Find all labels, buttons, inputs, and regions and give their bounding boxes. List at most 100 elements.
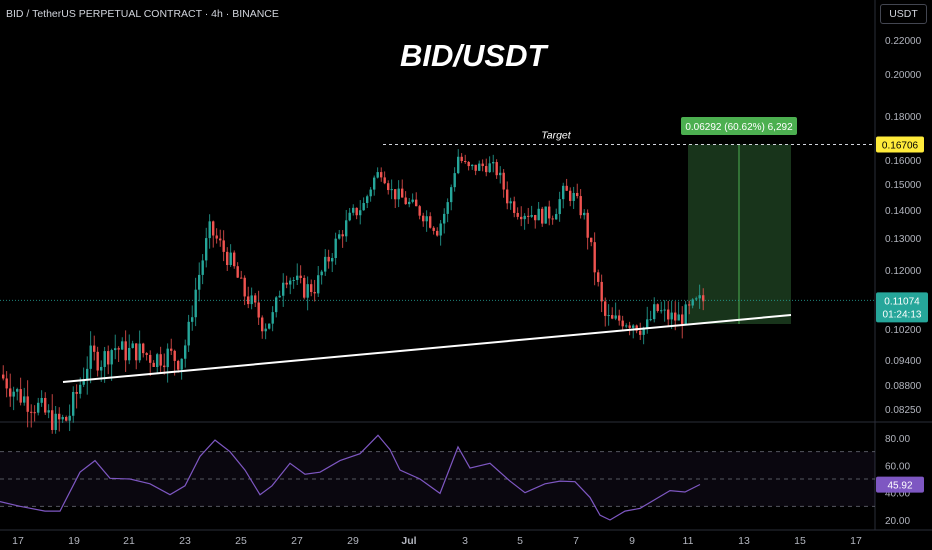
time-tick: 7 — [573, 535, 579, 547]
rsi-line — [0, 434, 701, 521]
candle-body — [93, 345, 96, 352]
candle-body — [380, 172, 383, 178]
candle-body — [33, 412, 36, 414]
last-price-text: 0.11074 — [884, 296, 920, 307]
candle-body — [296, 275, 299, 280]
candle-body — [411, 199, 414, 202]
candle-body — [681, 314, 684, 325]
candlestick-series — [2, 149, 705, 434]
candle-body — [278, 295, 281, 298]
candle-body — [348, 212, 351, 221]
candle-body — [460, 156, 463, 162]
price-tick: 0.16000 — [885, 156, 922, 167]
candle-body — [506, 189, 509, 204]
candle-body — [282, 282, 285, 296]
candle-body — [562, 185, 565, 200]
candle-body — [355, 207, 358, 216]
candle-body — [359, 210, 362, 216]
candle-body — [117, 348, 120, 350]
target-label: Target — [541, 129, 571, 141]
candle-body — [649, 319, 652, 321]
rsi-tick: 40.00 — [885, 489, 910, 500]
target-price-text: 0.16706 — [882, 140, 919, 151]
candle-body — [565, 185, 568, 191]
candle-body — [621, 320, 624, 327]
candle-body — [611, 315, 614, 319]
candle-body — [327, 256, 330, 262]
candle-body — [688, 304, 691, 306]
candle-body — [257, 302, 260, 318]
support-trendline — [62, 314, 792, 383]
candle-body — [639, 330, 642, 335]
candle-body — [100, 366, 103, 371]
candle-body — [390, 189, 393, 191]
candle-body — [527, 215, 530, 217]
candle-body — [366, 196, 369, 204]
candle-body — [362, 203, 365, 211]
candle-body — [618, 315, 621, 321]
candle-body — [275, 297, 278, 313]
candle-body — [212, 221, 215, 236]
candle-body — [401, 188, 404, 198]
candle-body — [107, 351, 110, 365]
candle-body — [656, 304, 659, 311]
measure-label: 0.06292 (60.62%) 6,292 — [685, 122, 793, 133]
candle-body — [702, 295, 705, 302]
candle-body — [215, 235, 218, 239]
candle-body — [646, 319, 649, 328]
candle-body — [65, 416, 68, 421]
candle-body — [110, 350, 113, 365]
candle-body — [310, 284, 313, 293]
candle-body — [184, 345, 187, 359]
candle-body — [653, 304, 656, 320]
candle-body — [47, 410, 50, 413]
candle-body — [166, 348, 169, 368]
candle-body — [625, 325, 628, 327]
candle-body — [19, 389, 22, 403]
chart-grid — [0, 0, 932, 531]
candle-body — [250, 295, 253, 305]
candle-body — [324, 256, 327, 272]
candle-body — [352, 207, 355, 213]
candle-body — [289, 280, 292, 285]
candle-body — [572, 192, 575, 201]
rsi-tick: 60.00 — [885, 461, 910, 472]
candle-body — [89, 345, 92, 369]
price-tick: 0.13000 — [885, 234, 922, 245]
candle-body — [341, 234, 344, 237]
candle-body — [247, 296, 250, 305]
candle-body — [530, 215, 533, 217]
candle-body — [579, 196, 582, 216]
currency-button[interactable]: USDT — [880, 4, 927, 24]
candle-body — [425, 216, 428, 222]
candle-body — [691, 299, 694, 306]
candle-body — [103, 351, 106, 367]
candle-body — [516, 212, 519, 217]
candle-body — [523, 215, 526, 220]
measure-tool[interactable]: 0.06292 (60.62%) 6,292 — [681, 117, 797, 324]
rsi-value-badge — [876, 476, 924, 493]
candle-body — [75, 391, 78, 394]
price-tick: 0.15000 — [885, 180, 922, 191]
candle-body — [614, 315, 617, 319]
candle-body — [44, 397, 47, 413]
candle-body — [226, 251, 229, 266]
candle-body — [23, 396, 26, 403]
candle-body — [79, 384, 82, 394]
rsi-tick: 20.00 — [885, 516, 910, 527]
chart-title: BID/USDT — [400, 38, 547, 73]
candle-body — [114, 348, 117, 351]
candle-body — [534, 215, 537, 221]
target-price-badge — [876, 136, 924, 153]
candle-body — [387, 183, 390, 191]
candle-body — [677, 314, 680, 321]
candle-body — [170, 348, 173, 351]
drawing-lines[interactable]: Target — [0, 129, 875, 383]
candle-body — [474, 164, 477, 171]
time-tick: 27 — [291, 535, 303, 547]
candle-body — [173, 350, 176, 361]
candle-body — [551, 218, 554, 220]
candle-body — [597, 272, 600, 282]
candle-body — [632, 325, 635, 328]
